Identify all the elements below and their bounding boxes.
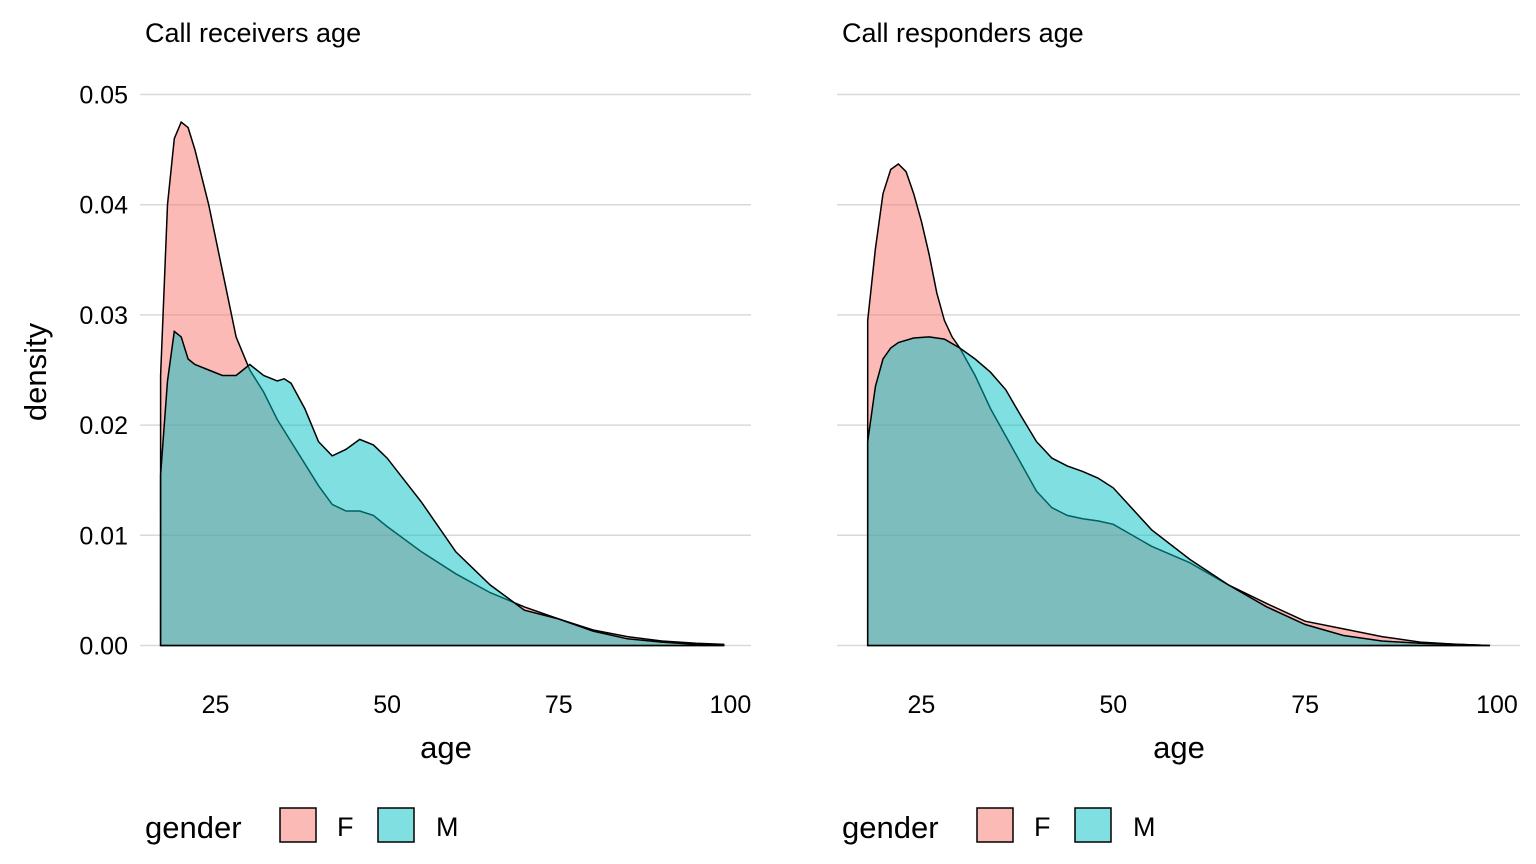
legend-key-f	[976, 807, 1014, 843]
x-tick-label: 25	[908, 691, 936, 719]
legend-label-m: M	[1133, 812, 1156, 842]
x-tick-label: 100	[1476, 691, 1518, 719]
x-tick-label: 75	[545, 691, 573, 719]
legend-key-f	[279, 807, 317, 843]
x-axis-title: age	[420, 730, 472, 765]
density-areas	[159, 120, 726, 647]
legend-title: gender	[842, 810, 939, 845]
x-axis-title: age	[1153, 730, 1205, 765]
y-tick-label: 0.05	[79, 82, 128, 110]
legend: gender F M	[145, 807, 459, 845]
x-tick-label: 75	[1291, 691, 1319, 719]
panel-call-receivers: Call receivers age 0.000.010.020.030.040…	[79, 18, 751, 845]
density-area-m	[159, 329, 726, 647]
x-tick-labels: 25 50 75 100	[202, 691, 752, 719]
panel-title: Call receivers age	[145, 18, 361, 48]
legend-key-m	[1074, 807, 1112, 843]
legend-label-f: F	[1034, 812, 1051, 842]
legend-key-m	[377, 807, 415, 843]
y-tick-label: 0.04	[79, 192, 128, 220]
legend-title: gender	[145, 810, 242, 845]
y-tick-label: 0.02	[79, 412, 128, 440]
y-tick-label: 0.01	[79, 522, 128, 550]
panel-title: Call responders age	[842, 18, 1084, 48]
legend-label-f: F	[337, 812, 354, 842]
y-axis-title: density	[18, 322, 53, 421]
x-tick-label: 50	[1099, 691, 1127, 719]
density-area-m	[866, 336, 1491, 647]
panel-call-responders: Call responders age 25 50 75 100 age gender…	[837, 18, 1520, 845]
x-tick-label: 50	[373, 691, 401, 719]
legend: gender F M	[842, 807, 1156, 845]
density-areas	[866, 163, 1491, 647]
y-tick-label: 0.03	[79, 302, 128, 330]
y-tick-label: 0.00	[79, 632, 128, 660]
x-tick-label: 25	[202, 691, 230, 719]
x-tick-label: 100	[710, 691, 752, 719]
x-tick-labels: 25 50 75 100	[908, 691, 1518, 719]
legend-label-m: M	[436, 812, 459, 842]
y-tick-labels: 0.00 0.01 0.02 0.03 0.04 0.05	[79, 82, 128, 661]
